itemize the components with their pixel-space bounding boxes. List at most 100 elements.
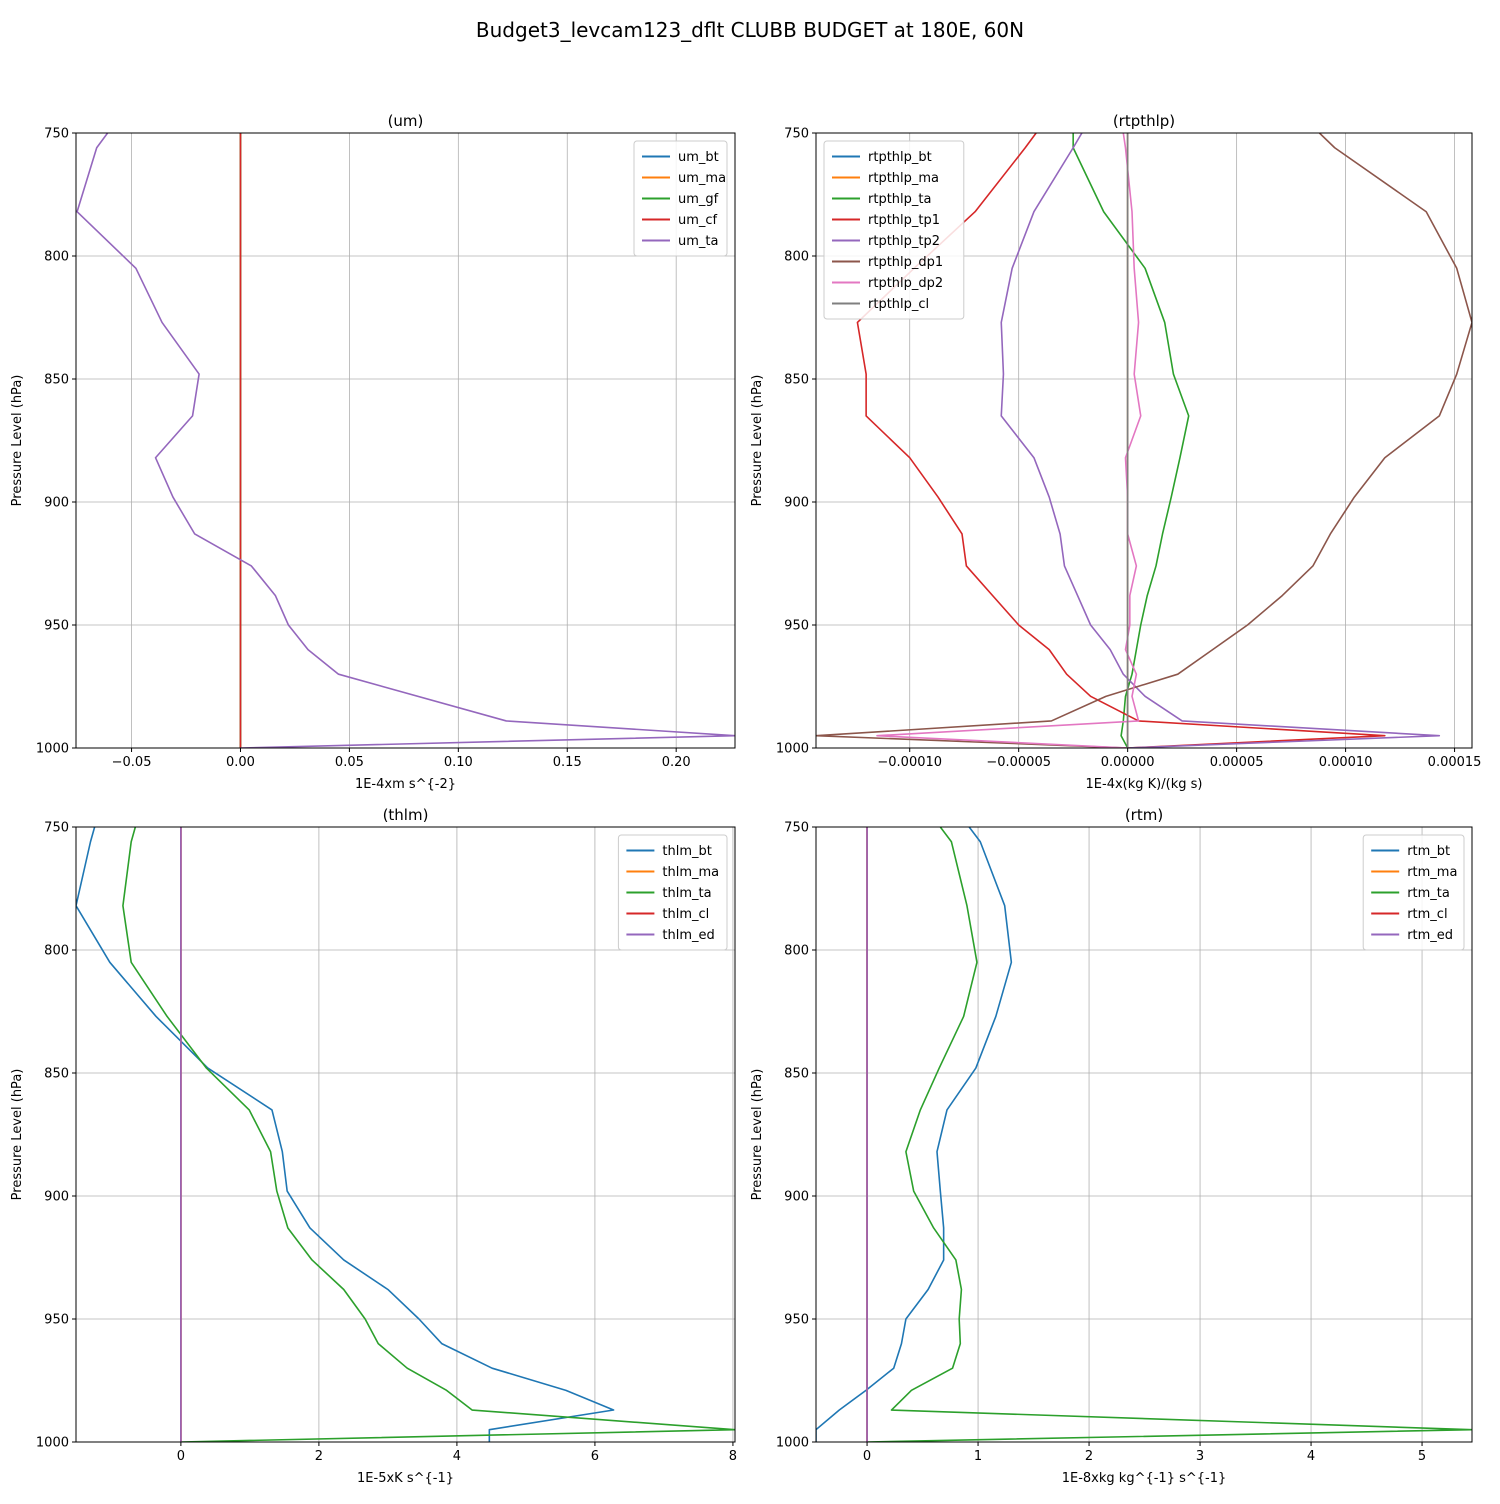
- x-tick-label: 4: [1307, 1449, 1315, 1464]
- legend-entry: thlm_cl: [662, 907, 709, 922]
- series-line-rtm_bt: [816, 827, 1013, 1442]
- legend-entry: rtpthlp_dp1: [868, 255, 943, 270]
- x-tick-label: 0.00: [226, 755, 255, 770]
- plot-frame: [815, 132, 1473, 749]
- x-tick-label: −0.05: [112, 755, 152, 770]
- x-tick-label: 5: [1418, 1449, 1426, 1464]
- chart-title: (rtm): [1125, 806, 1163, 824]
- series-line-rtm_ta: [867, 827, 1472, 1442]
- y-tick-label: 900: [784, 496, 809, 511]
- y-tick-label: 850: [44, 373, 69, 388]
- y-axis-label: Pressure Level (hPa): [750, 1069, 765, 1201]
- y-tick-label: 800: [44, 250, 69, 265]
- legend-entry: thlm_bt: [662, 844, 711, 859]
- x-axis-label: 1E-8xkg kg^{-1} s^{-1}: [1062, 1471, 1227, 1486]
- x-axis-label: 1E-4x(kg K)/(kg s): [1086, 777, 1203, 792]
- series-line-um_ta: [76, 133, 735, 748]
- x-tick-label: 0.15: [553, 755, 582, 770]
- series-line-rtpthlp_tp2: [1000, 133, 1441, 748]
- y-tick-label: 950: [44, 619, 69, 634]
- x-tick-label: 0: [177, 1449, 185, 1464]
- x-tick-label: 0.00005: [1210, 755, 1264, 770]
- y-tick-label: 900: [44, 496, 69, 511]
- figure-title: Budget3_levcam123_dflt CLUBB BUDGET at 1…: [476, 18, 1024, 42]
- y-tick-label: 1000: [776, 1436, 809, 1451]
- chart-title: (thlm): [383, 806, 429, 824]
- legend-box: [1362, 834, 1465, 951]
- chart-panel-0: −0.05 0.00 0.05 0.10 0.15 0.20 750 800 850 900 950…: [10, 112, 736, 792]
- series-group: [76, 827, 735, 1442]
- legend-box: [617, 834, 728, 951]
- x-tick-label: 0.00015: [1428, 755, 1482, 770]
- y-tick-label: 850: [44, 1067, 69, 1082]
- series-line-rtpthlp_dp1: [816, 133, 1472, 748]
- y-tick-label: 900: [44, 1190, 69, 1205]
- y-tick-label: 800: [784, 944, 809, 959]
- legend-entry: um_gf: [678, 192, 719, 207]
- series-line-thlm_bt: [76, 827, 615, 1442]
- legend-entry: rtpthlp_tp1: [868, 213, 940, 228]
- y-tick-label: 1000: [36, 1436, 69, 1451]
- y-tick-label: 850: [784, 1067, 809, 1082]
- y-tick-label: 800: [784, 250, 809, 265]
- y-tick-label: 950: [784, 619, 809, 634]
- legend: rtpthlp_bt rtpthlp_ma rtpthlp_ta rtpthlp_tp…: [823, 140, 965, 320]
- x-tick-label: 2: [315, 1449, 323, 1464]
- legend-entry: rtm_ed: [1407, 928, 1453, 943]
- legend-entry: rtpthlp_cl: [868, 297, 929, 312]
- legend-box: [633, 140, 728, 257]
- chart-title: (rtpthlp): [1113, 112, 1175, 130]
- legend-entry: rtm_ta: [1407, 886, 1450, 901]
- chart-panel-2: 0 2 4 6 8 750 800 850 900 950 1000 (thlm) 1E-5xK s^{…: [10, 806, 737, 1486]
- y-tick-label: 1000: [776, 742, 809, 757]
- series-group: [816, 827, 1472, 1442]
- legend: rtm_bt rtm_ma rtm_ta rtm_cl rtm_ed: [1362, 834, 1465, 951]
- y-axis-label: Pressure Level (hPa): [10, 1069, 25, 1201]
- x-tick-label: 0.10: [444, 755, 473, 770]
- y-tick-label: 950: [784, 1313, 809, 1328]
- legend-entry: rtpthlp_tp2: [868, 234, 940, 249]
- x-tick-label: 0.00000: [1101, 755, 1155, 770]
- chart-title: (um): [388, 112, 424, 130]
- legend-entry: um_ta: [678, 234, 718, 249]
- x-tick-label: 3: [1196, 1449, 1204, 1464]
- y-tick-label: 950: [44, 1313, 69, 1328]
- x-tick-label: 0.00010: [1319, 755, 1373, 770]
- y-tick-label: 800: [44, 944, 69, 959]
- x-tick-label: −0.00010: [877, 755, 942, 770]
- legend-box: [823, 140, 965, 320]
- x-axis-label: 1E-4xm s^{-2}: [355, 777, 456, 792]
- y-axis-label: Pressure Level (hPa): [10, 375, 25, 507]
- y-tick-label: 850: [784, 373, 809, 388]
- panels: −0.05 0.00 0.05 0.10 0.15 0.20750800850900950…: [10, 112, 1481, 1486]
- y-tick-label: 1000: [36, 742, 69, 757]
- x-tick-label: 2: [1085, 1449, 1093, 1464]
- x-tick-label: 6: [591, 1449, 599, 1464]
- legend-entry: thlm_ma: [662, 865, 719, 880]
- legend-entry: rtpthlp_ta: [868, 192, 931, 207]
- chart-panel-3: 0 1 2 3 4 5 750 800 850 900 950 1000 (rtm) 1E-8xkg kg…: [750, 806, 1473, 1486]
- x-tick-label: 0.05: [335, 755, 364, 770]
- series-group: [76, 133, 735, 748]
- y-tick-label: 750: [784, 821, 809, 836]
- legend-entry: rtpthlp_dp2: [868, 276, 943, 291]
- x-tick-label: 4: [453, 1449, 461, 1464]
- legend-entry: um_cf: [678, 213, 718, 228]
- legend: thlm_bt thlm_ma thlm_ta thlm_cl thlm_ed: [617, 834, 728, 951]
- legend-entry: um_bt: [678, 150, 719, 165]
- series-line-thlm_ta: [122, 827, 735, 1442]
- x-tick-label: −0.00005: [986, 755, 1051, 770]
- x-tick-label: 0.20: [662, 755, 691, 770]
- plot-frame: [815, 826, 1473, 1443]
- plot-frame: [75, 826, 736, 1443]
- legend-entry: um_ma: [678, 171, 726, 186]
- legend-entry: rtm_cl: [1407, 907, 1447, 922]
- series-line-rtpthlp_ta: [1072, 133, 1190, 748]
- x-axis-label: 1E-5xK s^{-1}: [357, 1471, 454, 1486]
- legend-entry: rtm_ma: [1407, 865, 1457, 880]
- x-tick-label: 0: [863, 1449, 871, 1464]
- x-tick-label: 8: [729, 1449, 737, 1464]
- y-tick-label: 750: [44, 821, 69, 836]
